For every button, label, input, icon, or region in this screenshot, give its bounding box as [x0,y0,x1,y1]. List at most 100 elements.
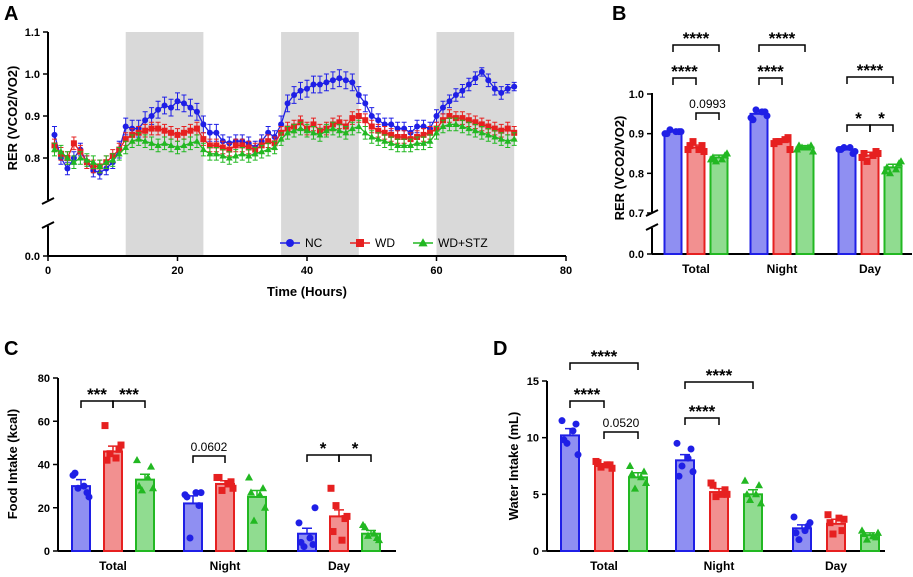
significance-bracket [684,381,754,389]
data-point [860,150,868,157]
data-point [374,535,384,544]
data-point [826,519,834,527]
data-point [134,481,144,490]
data-point [368,113,375,119]
data-point [206,150,214,157]
significance-bracket [758,44,806,52]
data-point [362,100,369,107]
data-point [284,100,291,107]
significance-bracket [192,455,226,463]
x-tick-label: 40 [301,265,313,277]
data-point [148,484,158,492]
data-point [794,141,804,149]
data-point [142,117,149,124]
data-point [695,146,703,154]
data-point [219,144,226,151]
legend-label-wd: WD [375,236,395,250]
data-point [348,125,356,132]
data-point [168,104,175,111]
data-point [255,490,265,498]
data-point [225,154,233,161]
data-point [484,131,492,138]
data-point [465,81,472,88]
data-point [401,134,408,140]
x-category-label: Day [328,559,350,573]
data-point [338,536,346,544]
data-point [433,129,440,136]
panel-a-line-chart: 0.8 0.9 1.0 1.1 0.0 0 20 40 60 80 Time (Hours) RER … [5,27,572,299]
significance-label: * [855,109,862,128]
data-point [112,454,120,462]
data-point [142,127,149,134]
data-point [355,92,362,98]
data-point [858,153,866,161]
data-point [471,127,479,134]
data-point [70,140,77,147]
panel-label-d: D [493,338,507,360]
data-point [264,146,272,153]
data-point [896,157,906,165]
data-point [174,143,181,151]
data-point [232,152,240,159]
data-point [885,169,895,177]
data-point [215,473,223,481]
bar-wdstz [628,476,648,553]
significance-bracket [672,44,720,52]
data-point [57,148,65,155]
data-point [226,146,233,153]
data-point [636,473,646,481]
data-point [689,138,697,146]
data-point [603,461,611,469]
data-point [786,146,794,154]
significance-label: **** [757,62,784,81]
data-point [863,157,871,165]
data-point [465,117,472,124]
significance-label: *** [119,385,139,404]
data-point [195,502,203,510]
data-point [316,131,324,138]
data-point [387,139,395,146]
data-point [754,481,764,489]
significance-label: **** [857,61,884,80]
data-point [80,482,88,490]
data-point [297,538,305,546]
data-point [122,143,130,151]
data-point [400,141,408,148]
dark-period-shade-1 [281,32,359,256]
data-point [569,427,577,435]
data-point [504,85,511,92]
data-point [342,77,349,84]
data-point [154,141,162,148]
x-tick-label: 20 [171,265,183,277]
bar-nc [837,148,857,256]
data-point [572,420,580,428]
data-point [155,125,162,132]
x-category-label: Night [767,262,798,276]
significance-label: **** [769,29,796,48]
data-point [675,472,683,480]
data-point [472,119,479,126]
data-point [363,531,373,539]
data-point [869,151,877,159]
data-point [394,134,401,140]
data-point [64,165,71,172]
data-point [388,121,395,128]
data-point [851,148,859,156]
series-wdstz [51,117,518,174]
data-point [806,519,814,527]
data-point [122,123,129,130]
data-point [229,484,237,492]
data-point [639,467,649,475]
data-point [758,108,766,116]
data-point [504,137,512,144]
data-point [677,128,685,136]
x-category-label: Day [825,559,847,573]
data-point [472,75,479,82]
significance-bracket [846,76,894,84]
data-point [420,139,427,146]
data-point [413,139,421,146]
x-category-label: Night [704,559,735,573]
data-point [212,150,220,157]
data-point [245,144,252,151]
